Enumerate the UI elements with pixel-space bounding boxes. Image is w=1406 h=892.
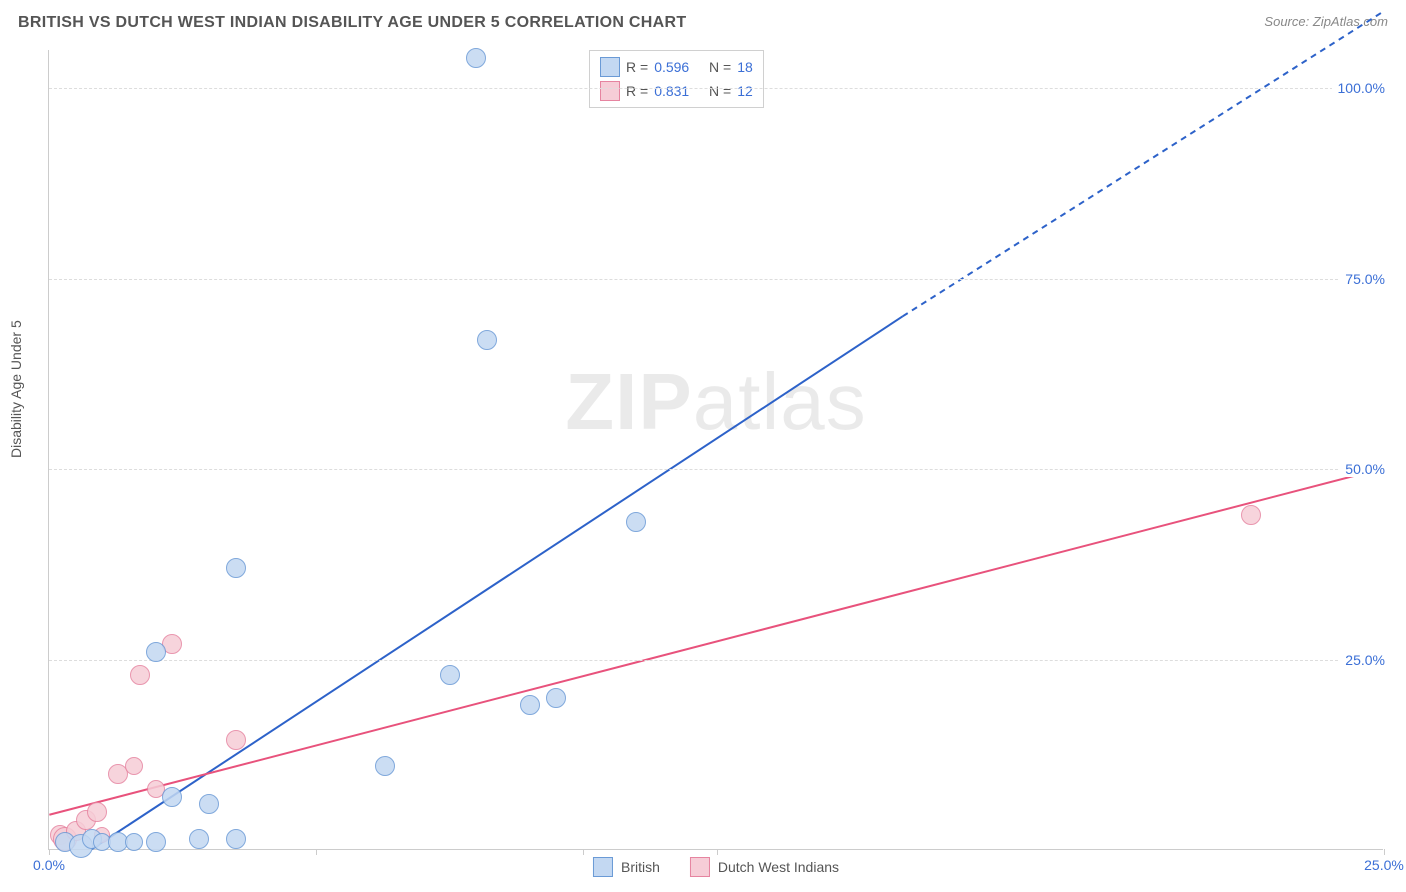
british-point	[189, 829, 209, 849]
dutch-point	[130, 665, 150, 685]
legend-british-r: 0.596	[654, 59, 689, 75]
legend-n-label: N =	[709, 59, 731, 75]
dutch-point	[1241, 505, 1261, 525]
legend-dutch-r: 0.831	[654, 83, 689, 99]
source-attribution: Source: ZipAtlas.com	[1264, 14, 1388, 29]
legend-label-dutch: Dutch West Indians	[718, 859, 839, 875]
british-point	[466, 48, 486, 68]
british-point	[146, 832, 166, 852]
y-axis-title: Disability Age Under 5	[8, 320, 24, 458]
chart-title: BRITISH VS DUTCH WEST INDIAN DISABILITY …	[18, 14, 686, 31]
source-label: Source:	[1264, 14, 1309, 29]
series-legend: British Dutch West Indians	[593, 857, 839, 877]
legend-swatch-british	[600, 57, 620, 77]
legend-item-british: British	[593, 857, 660, 877]
british-point	[375, 756, 395, 776]
british-point	[520, 695, 540, 715]
correlation-legend: R = 0.596 N = 18 R = 0.831 N = 12	[589, 50, 764, 108]
chart-plot-area: ZIPatlas R = 0.596 N = 18 R = 0.831 N = …	[48, 50, 1383, 850]
british-point	[226, 558, 246, 578]
legend-item-dutch: Dutch West Indians	[690, 857, 839, 877]
british-point	[626, 512, 646, 532]
legend-swatch-dutch	[690, 857, 710, 877]
y-tick-label: 75.0%	[1339, 271, 1385, 287]
watermark: ZIPatlas	[565, 356, 866, 448]
british-point	[125, 833, 143, 851]
legend-swatch-british	[593, 857, 613, 877]
legend-label-british: British	[621, 859, 660, 875]
british-point	[440, 665, 460, 685]
dutch-point	[226, 730, 246, 750]
legend-r-label: R =	[626, 83, 648, 99]
british-point	[546, 688, 566, 708]
legend-row-dutch: R = 0.831 N = 12	[600, 79, 753, 103]
x-tick-label: 0.0%	[33, 857, 65, 873]
legend-row-british: R = 0.596 N = 18	[600, 55, 753, 79]
legend-r-label: R =	[626, 59, 648, 75]
british-point	[226, 829, 246, 849]
watermark-bold: ZIP	[565, 357, 692, 446]
british-point	[162, 787, 182, 807]
dutch-point	[125, 757, 143, 775]
legend-british-n: 18	[737, 59, 753, 75]
british-point	[199, 794, 219, 814]
british-point	[477, 330, 497, 350]
x-tick-label: 25.0%	[1364, 857, 1404, 873]
legend-dutch-n: 12	[737, 83, 753, 99]
legend-swatch-dutch	[600, 81, 620, 101]
legend-n-label: N =	[709, 83, 731, 99]
dutch-point	[87, 802, 107, 822]
y-tick-label: 100.0%	[1332, 80, 1385, 96]
watermark-light: atlas	[693, 357, 867, 446]
british-point	[146, 642, 166, 662]
y-tick-label: 25.0%	[1339, 652, 1385, 668]
source-value: ZipAtlas.com	[1313, 14, 1388, 29]
y-tick-label: 50.0%	[1339, 461, 1385, 477]
